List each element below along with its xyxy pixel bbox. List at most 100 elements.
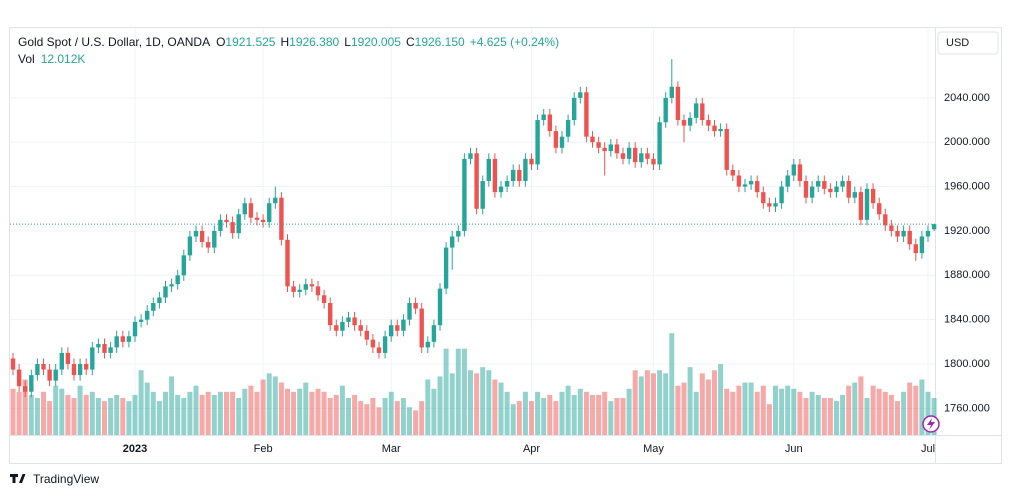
change: +4.625 (+0.24%) [470,35,559,49]
volume-bar [876,388,882,435]
candle-body [517,169,522,182]
candle-body [602,147,607,152]
volume-bar [248,385,254,435]
candle-body [242,203,247,215]
currency[interactable]: USD [946,37,969,49]
candle-body [102,344,107,353]
candle-body [663,97,668,123]
volume-bar [590,394,595,435]
volume-bar [559,391,565,435]
volume-bar [65,394,71,435]
candle-body [47,369,52,381]
candle-body [169,284,174,287]
volume-bar [565,385,571,435]
candle-body [462,158,467,231]
brand-logo[interactable]: TradingView [10,472,99,486]
candle-body [96,344,101,348]
chart-frame [9,27,1002,464]
volume-bar [71,398,77,435]
volume-bar [47,401,53,435]
volume-bar [126,401,132,435]
candle-body [23,386,28,392]
candle-body [931,224,937,230]
y-tick-label: 1920.000 [944,225,990,237]
x-tick-label: May [643,443,664,455]
candle-body [858,192,864,220]
candle-body [645,153,650,159]
volume-bar [364,404,370,435]
candle-body [657,122,662,165]
candle-body [816,181,821,187]
volume-bar [529,401,534,435]
candle-body [742,184,748,187]
candle-body [413,303,418,309]
volume-bar [815,394,821,435]
volume-bar [285,388,290,435]
candle-body [626,147,632,159]
candle-body [267,203,272,223]
candle-body [206,242,211,248]
candle-body [870,188,876,204]
volume-bar [10,388,16,435]
candle-body [675,86,681,121]
volume-bar [712,370,717,435]
candle-body [145,310,150,320]
candle-body [114,336,119,348]
volume-bar [492,379,498,435]
volume-bar [754,391,760,435]
volume-bar [236,398,242,435]
volume-bar [742,382,748,435]
candle-body [803,181,809,198]
ohlc-value: 1926.150 [415,35,465,49]
volume-bar [638,376,644,435]
volume-header: Vol 12.012K [18,52,85,66]
candle-body [352,317,357,326]
volume-bar [352,394,358,435]
candle-body [65,352,71,365]
candle-body [809,186,815,198]
candle-body [84,364,89,370]
volume-bar [175,394,181,435]
volume-bar [480,367,486,435]
candle-body [730,169,735,176]
volume-bar [89,391,95,435]
candle-body [468,153,473,159]
candle-body [883,214,888,226]
candle-body [700,103,705,121]
candle-body [791,164,796,176]
volume-bar [919,379,925,435]
volume-bar [41,391,46,435]
candle-body [474,153,479,209]
candle-body [895,230,900,237]
volume-bar [370,398,376,435]
volume-bar [278,382,284,435]
volume-bar [718,364,724,435]
symbol: Gold Spot / U.S. Dollar, 1D, OANDA [18,35,210,49]
volume-bar [901,391,907,435]
candle-body [797,164,803,182]
volume-bar [693,391,699,435]
volume-bar [705,379,711,435]
y-tick-label: 2000.000 [944,136,990,148]
candle-body [193,230,199,237]
volume-bar [358,401,364,435]
volume-bar [187,391,193,435]
volume-bar [309,391,315,435]
volume-bar [443,348,449,435]
candle-body [907,230,912,245]
candle-body [77,364,83,376]
currency-box[interactable] [937,31,999,55]
candle-body [248,203,254,218]
candle-body [334,325,339,331]
candle-body [224,219,229,223]
volume-bar [895,401,900,435]
axes: 1760.000 1800.000 1840.000 1880.000 1920.000… [123,92,990,455]
candle-body [852,192,857,198]
candle-body [59,352,64,370]
volume-bar [327,398,333,435]
volume-bar [913,385,919,435]
volume-bar [461,348,467,435]
candle-body [437,288,443,326]
volume-bar [571,394,577,435]
volume-bar [272,376,278,435]
